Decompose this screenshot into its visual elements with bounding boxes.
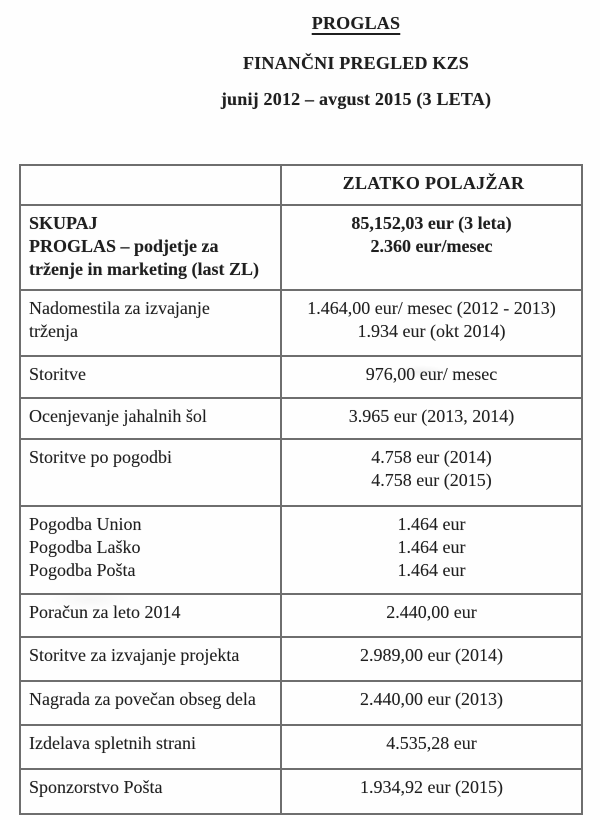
table-row: SKUPAJ PROGLAS – podjetje za trženje in …: [19, 204, 583, 291]
column-header-person: ZLATKO POLAJŽAR: [280, 164, 583, 206]
row-value-cell: 2.440,00 eur (2013): [280, 680, 583, 726]
row-value-cell: 4.758 eur (2014) 4.758 eur (2015): [280, 438, 583, 507]
row-value-cell: 4.535,28 eur: [280, 724, 583, 770]
row-label-cell: Ocenjevanje jahalnih šol: [19, 397, 282, 440]
row-label-cell: Izdelava spletnih strani: [19, 724, 282, 770]
row-label-cell: Pogodba Union Pogodba Laško Pogodba Pošt…: [19, 505, 282, 595]
document-subtitle: FINANČNI PREGLED KZS: [242, 53, 470, 73]
row-label-cell: Storitve po pogodbi: [19, 438, 282, 507]
row-value-cell: 3.965 eur (2013, 2014): [280, 397, 583, 440]
document-header: PROGLAS FINANČNI PREGLED KZS junij 2012 …: [0, 0, 600, 111]
row-value-cell: 2.989,00 eur (2014): [280, 636, 583, 682]
row-label-cell: Poračun za leto 2014: [19, 593, 282, 638]
document-period: junij 2012 – avgust 2015 (3 LETA): [220, 89, 492, 109]
table-row: Pogodba Union Pogodba Laško Pogodba Pošt…: [19, 505, 583, 595]
row-label-cell: Storitve za izvajanje projekta: [19, 636, 282, 682]
row-value-cell: 85,152,03 eur (3 leta) 2.360 eur/mesec: [280, 204, 583, 291]
financial-overview-table: ZLATKO POLAJŽAR SKUPAJ PROGLAS – podjetj…: [19, 164, 583, 815]
row-label-cell: SKUPAJ PROGLAS – podjetje za trženje in …: [19, 204, 282, 291]
table-header-row: ZLATKO POLAJŽAR: [19, 164, 583, 206]
table-row: Nagrada za povečan obseg dela 2.440,00 e…: [19, 680, 583, 726]
row-value-cell: 1.464,00 eur/ mesec (2012 - 2013) 1.934 …: [280, 289, 583, 357]
row-value-cell: 2.440,00 eur: [280, 593, 583, 638]
row-label-cell: Nadomestila za izvajanje trženja: [19, 289, 282, 357]
row-value-cell: 976,00 eur/ mesec: [280, 355, 583, 399]
table-row: Nadomestila za izvajanje trženja 1.464,0…: [19, 289, 583, 357]
table-row: Storitve za izvajanje projekta 2.989,00 …: [19, 636, 583, 682]
row-label-cell: Nagrada za povečan obseg dela: [19, 680, 282, 726]
table-row: Sponzorstvo Pošta 1.934,92 eur (2015): [19, 768, 583, 815]
row-label-cell: Storitve: [19, 355, 282, 399]
table-row: Storitve po pogodbi 4.758 eur (2014) 4.7…: [19, 438, 583, 507]
row-value-cell: 1.464 eur 1.464 eur 1.464 eur: [280, 505, 583, 595]
row-value-cell: 1.934,92 eur (2015): [280, 768, 583, 815]
document-title: PROGLAS: [311, 13, 401, 33]
table-corner-cell: [19, 164, 282, 206]
table-row: Storitve 976,00 eur/ mesec: [19, 355, 583, 399]
row-label-cell: Sponzorstvo Pošta: [19, 768, 282, 815]
table-row: Ocenjevanje jahalnih šol 3.965 eur (2013…: [19, 397, 583, 440]
table-row: Poračun za leto 2014 2.440,00 eur: [19, 593, 583, 638]
table-row: Izdelava spletnih strani 4.535,28 eur: [19, 724, 583, 770]
